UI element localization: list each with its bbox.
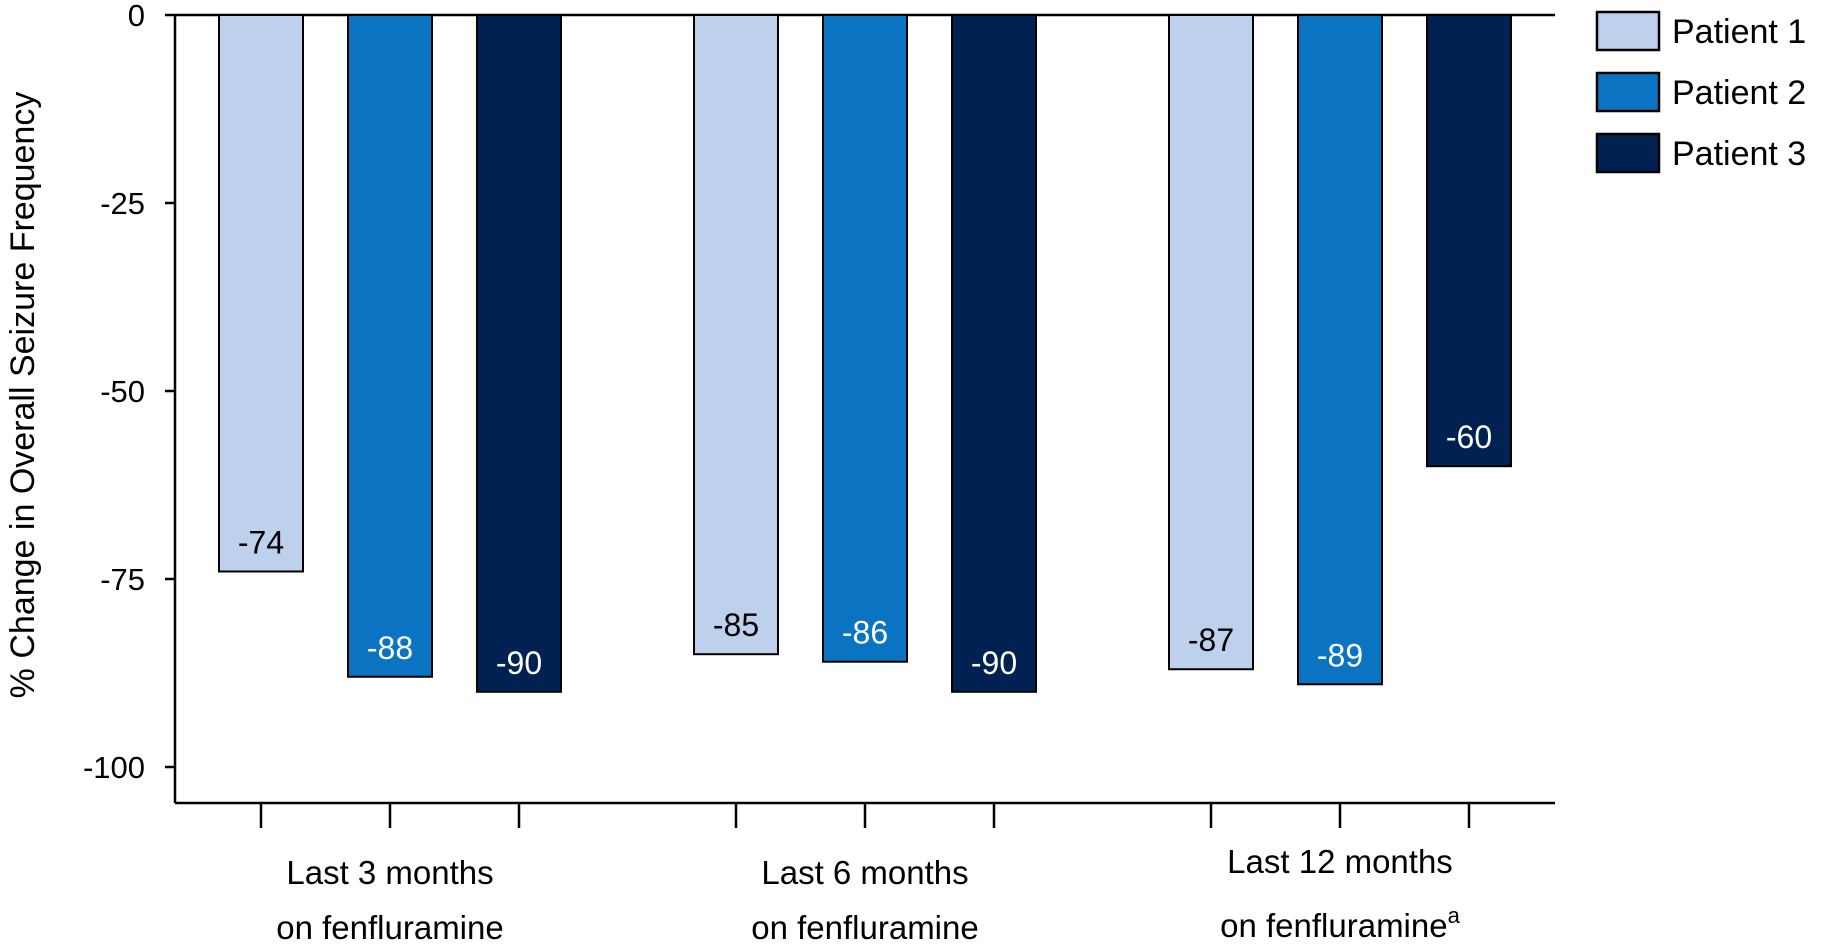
bar-value-label: -74 [238,524,284,560]
category-label: on fenfluramine [276,909,503,944]
bar [951,14,1037,693]
legend: Patient 1 Patient 2 Patient 3 [1595,10,1806,174]
y-tick-label: 0 [128,0,145,33]
legend-swatch [1595,71,1661,113]
legend-swatch [1595,132,1661,174]
bar-value-label: -86 [842,615,888,651]
bar [1426,14,1512,468]
axes: 0 -25 -50 -75 -100 % Change in Overall Seizur… [4,0,1555,944]
y-tick-label: -25 [100,186,145,221]
category-label: on fenfluramine [751,909,978,944]
y-axis-title: % Change in Overall Seizure Frequency [4,92,42,699]
bar [1297,14,1383,686]
bar [476,14,562,693]
bar [822,14,908,663]
y-tick-label: -50 [100,374,145,409]
legend-label: Patient 3 [1672,135,1806,173]
category-label: Last 3 months [286,854,493,891]
category-label: on fenfluraminea [1220,903,1460,944]
footnote-marker: a [1448,903,1461,928]
bar [1168,14,1254,671]
bar [693,14,779,656]
legend-label: Patient 2 [1672,74,1806,112]
y-tick-label: -100 [83,750,145,785]
legend-label: Patient 1 [1672,13,1806,51]
y-tick-label: -75 [100,562,145,597]
bar-value-label: -90 [496,645,542,681]
category-label: Last 6 months [761,854,968,891]
legend-swatch [1595,10,1661,52]
bar-value-label: -88 [367,630,413,666]
bar-value-label: -60 [1446,419,1492,455]
bar-value-label: -87 [1188,622,1234,658]
bar [347,14,433,678]
category-label: Last 12 months [1227,843,1453,880]
bar [218,14,304,573]
bar-value-label: -90 [971,645,1017,681]
bar-value-label: -85 [713,607,759,643]
bars: -74 -85 -87 -88 -86 -89 -90 -90 -60 [218,14,1512,693]
bar-value-label: -89 [1317,637,1363,673]
